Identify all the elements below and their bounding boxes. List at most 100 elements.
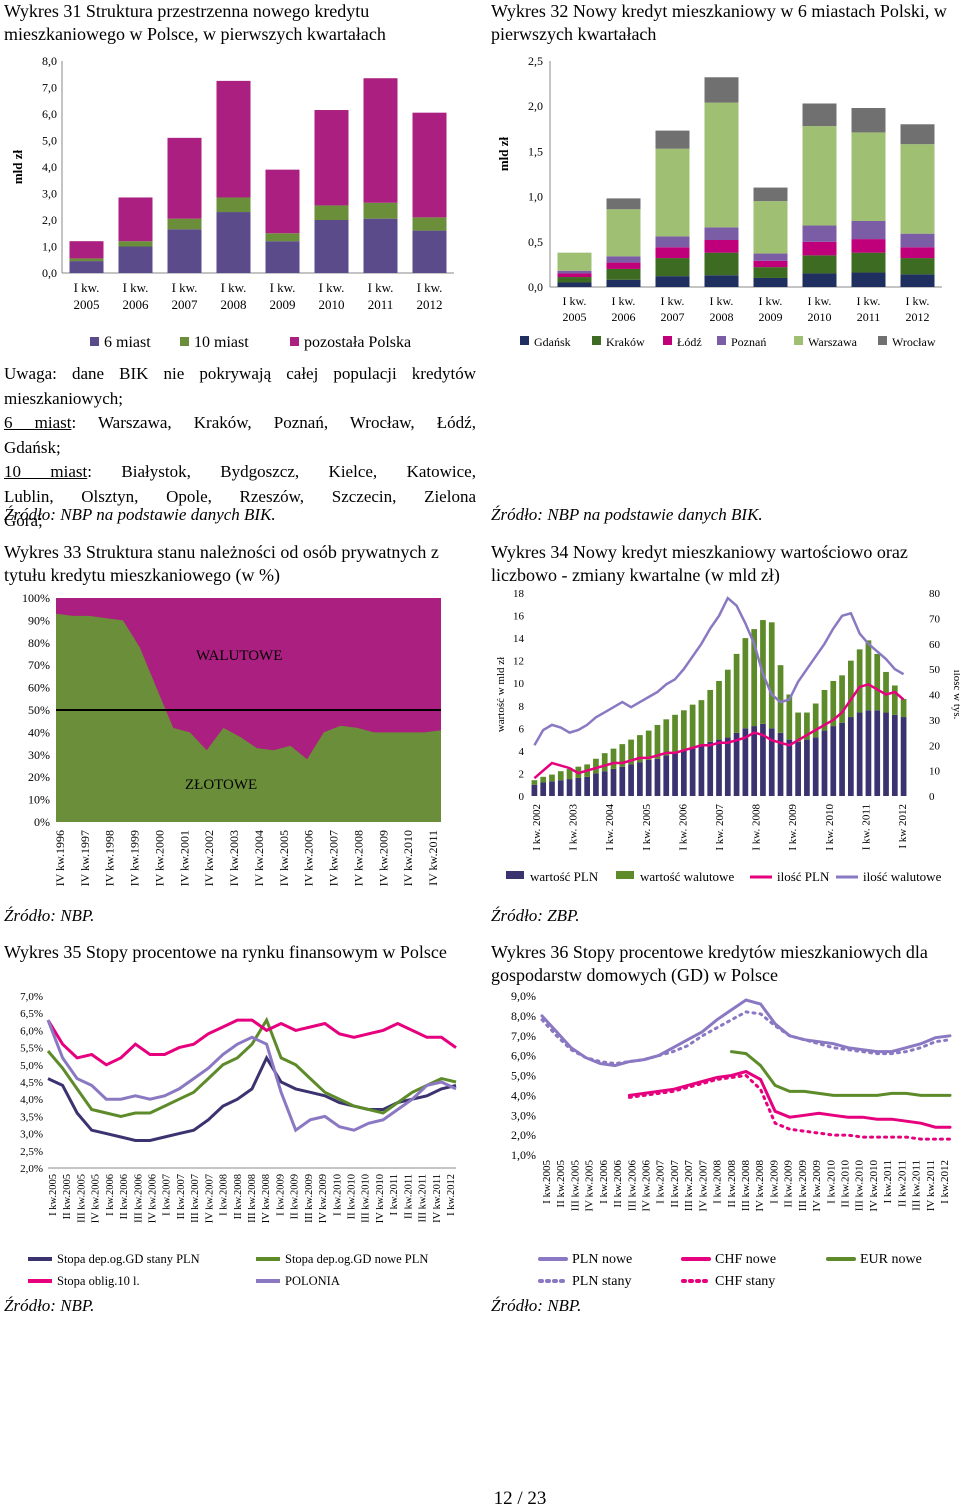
w31-bar-0-2 <box>167 229 202 273</box>
w32-bar-2-5 <box>802 241 837 256</box>
w35-legend-label-2: Stopa oblig.10 l. <box>57 1274 140 1288</box>
w33-y-tick-6: 60% <box>28 681 50 695</box>
w31-xtick-a-6: I kw. <box>368 280 394 295</box>
w35-line-3 <box>46 1019 457 1133</box>
note-10-miast-list: : Białystok, Bydgoszcz, Kielce, Katowice… <box>87 462 476 481</box>
w31-bar-2-5 <box>314 110 349 206</box>
w32-bar-4-1 <box>606 209 641 257</box>
w34-bar-1-8 <box>601 753 608 772</box>
w34-bar-0-21 <box>716 739 722 796</box>
w34-bar-1-24 <box>742 638 749 729</box>
w31-xtick-b-3: 2008 <box>221 297 247 312</box>
w32-xtick-a-6: I kw. <box>857 294 881 308</box>
w32-xtick-b-2: 2007 <box>661 310 685 324</box>
w32-bar-3-2 <box>655 236 690 248</box>
w36-y-tick-7: 8,0% <box>511 1009 536 1023</box>
w34-xtick-8: I kw. 2010 <box>824 804 836 851</box>
w34-bar-0-42 <box>900 717 907 796</box>
w32-ylabel: mld zł <box>496 136 511 171</box>
w32-bar-0-7 <box>900 274 935 287</box>
w34-bar-1-0 <box>531 780 538 785</box>
note-line-1: Uwaga: dane BIK nie pokrywają całej popu… <box>4 364 476 408</box>
w34-bar-0-23 <box>733 732 740 796</box>
w35-xtick-20: I kw.2010 <box>332 1174 343 1216</box>
w34-bar-0-31 <box>804 739 810 796</box>
chart-w31: 0,0 1,0 2,0 3,0 4,0 5,0 6,0 7,0 8,0 mld zł I kw. 20… <box>10 54 454 351</box>
w32-legend-label-2: Łódź <box>677 335 702 349</box>
w32-bar-0-6 <box>851 272 886 287</box>
w35-y-tick-8: 6,0% <box>20 1025 43 1037</box>
w34-legend-key-0 <box>506 871 524 879</box>
w36-xtick-8: I kw.2007 <box>655 1160 667 1204</box>
w35-y-tick-0: 2,0% <box>20 1163 43 1175</box>
w32-xtick-a-2: I kw. <box>661 294 685 308</box>
w34-bar-1-39 <box>874 653 881 711</box>
w31-legend-key-0 <box>90 337 99 346</box>
w34-bar-0-15 <box>663 755 670 796</box>
w36-legend-label-1: CHF nowe <box>715 1252 776 1267</box>
w36-xtick-22: III kw.2010 <box>854 1160 866 1212</box>
note-line-4: 10 miast: Białystok, Bydgoszcz, Kielce, … <box>4 460 476 485</box>
page-number: 12 / 23 <box>493 1488 547 1509</box>
w36-y-tick-8: 9,0% <box>511 989 536 1003</box>
w33-xtick-5: IV kw.2001 <box>177 830 191 886</box>
w32-bar-5-2 <box>655 130 690 149</box>
w33-xtick-4: IV kw.2000 <box>152 830 166 886</box>
w33-annotation-zlotowe: ZŁOTOWE <box>185 777 257 793</box>
w32-bar-0-4 <box>753 277 788 287</box>
w34-y-tick-4: 8 <box>519 701 525 713</box>
w32-bar-2-3 <box>704 239 739 253</box>
source-w34: Źródło: ZBP. <box>491 906 580 925</box>
w36-y-tick-4: 5,0% <box>511 1069 536 1083</box>
w34-bar-1-32 <box>812 703 819 738</box>
w34-bar-0-29 <box>786 739 793 796</box>
w34-bar-1-36 <box>848 660 854 718</box>
w34-bar-1-9 <box>610 748 617 769</box>
w34-bar-1-33 <box>821 689 828 731</box>
w31-xtick-b-6: 2011 <box>368 297 394 312</box>
w34-legend-label-0: wartość PLN <box>530 869 599 884</box>
w32-xtick-b-5: 2010 <box>808 310 832 324</box>
note-line-2: 6 miast: Warszawa, Kraków, Poznań, Wrocł… <box>4 411 476 436</box>
w33-xtick-6: IV kw.2002 <box>202 830 216 886</box>
source-w31: Źródło: NBP na podstawie danych BIK. <box>4 505 276 524</box>
w34-bar-0-12 <box>637 762 643 796</box>
w34-bar-1-38 <box>865 640 872 711</box>
w34-bar-0-41 <box>891 714 898 796</box>
w34-bar-0-2 <box>549 781 555 796</box>
w34-legend-label-1: wartość walutowe <box>640 869 734 884</box>
w34-bar-1-42 <box>900 699 907 718</box>
w34-bar-1-41 <box>891 685 898 715</box>
w31-legend-label-2: pozostała Polska <box>304 334 411 351</box>
w31-y-tick-7: 7,0 <box>42 81 57 95</box>
w32-legend-key-0 <box>520 336 529 345</box>
w35-line-0 <box>47 1054 457 1142</box>
w32-xtick-a-3: I kw. <box>710 294 734 308</box>
w35-xtick-22: III kw.2010 <box>361 1174 372 1223</box>
w31-bar-0-5 <box>314 220 349 273</box>
w32-y-tick-3: 1,5 <box>528 144 543 158</box>
w34-line-2 <box>533 682 905 780</box>
w31-bar-1-1 <box>118 241 153 247</box>
w36-legend-label-2: EUR nowe <box>860 1252 922 1267</box>
w34-line-3 <box>533 596 905 746</box>
caption-w31: Wykres 31 Struktura przestrzenna nowego … <box>4 1 386 44</box>
caption-w35: Wykres 35 Stopy procentowe na rynku fina… <box>4 942 447 962</box>
w31-bar-0-4 <box>265 241 300 273</box>
w35-legend-label-1: Stopa dep.og.GD nowe PLN <box>285 1252 428 1266</box>
w31-bar-0-6 <box>363 218 398 273</box>
w31-bar-1-0 <box>69 258 104 262</box>
w35-legend-label-0: Stopa dep.og.GD stany PLN <box>57 1252 200 1266</box>
w35-y-tick-10: 7,0% <box>20 991 43 1003</box>
w32-bar-0-3 <box>704 275 739 287</box>
w35-xtick-16: I kw.2009 <box>275 1174 286 1216</box>
w32-bar-4-3 <box>704 102 739 228</box>
w32-bar-5-3 <box>704 77 739 103</box>
w33-xtick-15: IV kw.2011 <box>426 830 440 886</box>
w36-xtick-18: III kw.2009 <box>797 1160 809 1212</box>
w35-y-tick-9: 6,5% <box>20 1008 43 1020</box>
w35-xtick-27: IV kw.2011 <box>432 1174 443 1223</box>
chart-w36: 1,0% 2,0% 3,0% 4,0% 5,0% 6,0% 7,0% 8,0% 9,0% I kw… <box>511 989 952 1289</box>
w34-bar-0-24 <box>742 728 749 796</box>
note-6-miast: 6 miast <box>4 413 72 432</box>
